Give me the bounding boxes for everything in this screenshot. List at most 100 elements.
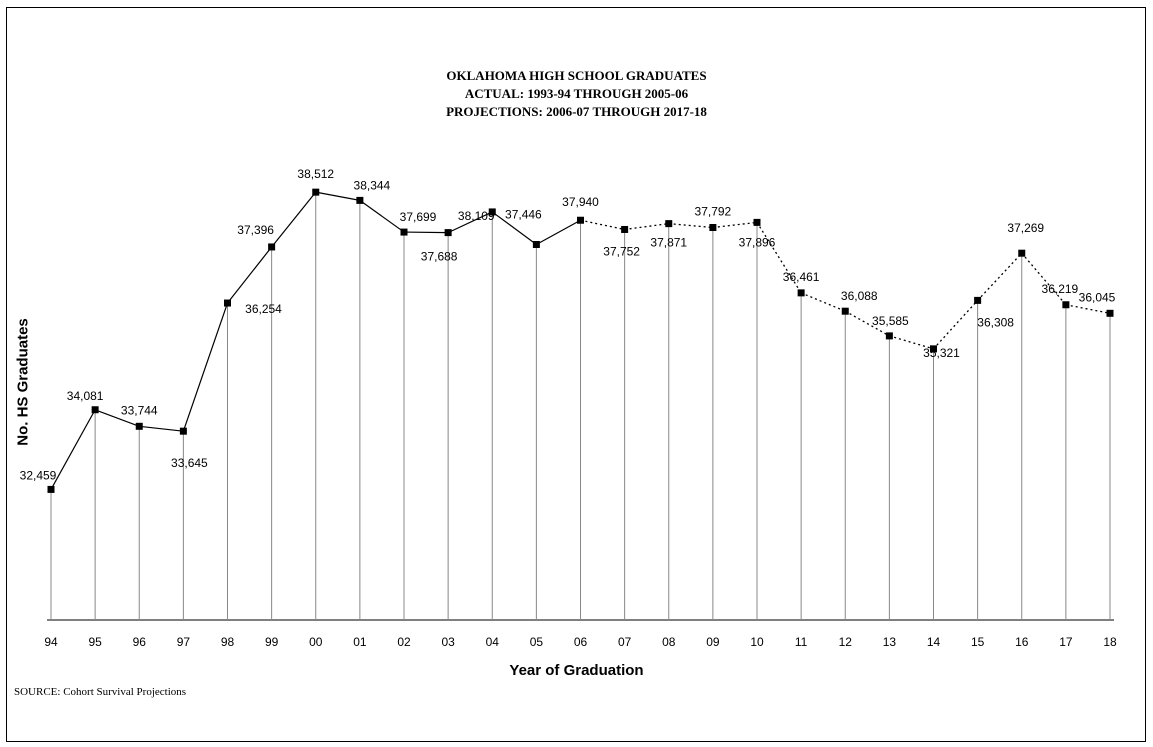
data-point-marker	[621, 225, 629, 233]
x-tick-label: 03	[441, 635, 455, 649]
actual-line-segment	[271, 191, 317, 248]
data-label: 35,585	[872, 314, 909, 328]
data-label: 38,344	[354, 178, 391, 192]
x-tick-label: 10	[750, 635, 764, 649]
data-point-marker	[577, 216, 584, 224]
projection-line-segment	[933, 299, 979, 350]
chart-title-line-1: OKLAHOMA HIGH SCHOOL GRADUATES	[446, 68, 707, 83]
actual-line-segment	[359, 199, 405, 233]
data-label: 33,645	[171, 456, 208, 470]
projection-line-segment	[977, 252, 1023, 301]
projection-line-segment	[668, 222, 713, 229]
data-point-marker	[179, 427, 187, 435]
data-label: 37,446	[505, 207, 542, 221]
data-label: 38,109	[458, 209, 495, 223]
data-label: 36,088	[841, 289, 878, 303]
data-label: 37,396	[237, 223, 274, 237]
actual-line-segment	[315, 191, 360, 201]
data-point-marker	[1018, 249, 1026, 257]
data-point-marker	[885, 332, 893, 340]
x-tick-label: 17	[1059, 635, 1073, 649]
y-axis-label-text: No. HS Graduates	[14, 318, 32, 446]
chart-title-line-3: PROJECTIONS: 2006-07 THROUGH 2017-18	[446, 104, 707, 119]
x-tick-label: 07	[618, 635, 632, 649]
data-point-marker	[356, 196, 364, 204]
x-tick-label: 96	[133, 635, 147, 649]
projection-line-segment	[800, 292, 846, 312]
x-tick-label: 15	[971, 635, 985, 649]
data-point-marker	[224, 299, 231, 307]
data-label: 37,269	[1007, 221, 1044, 235]
data-point-marker	[312, 188, 320, 196]
x-tick-label: 95	[88, 635, 102, 649]
actual-line-segment	[491, 211, 537, 245]
data-point-marker	[665, 220, 673, 228]
data-point-marker	[797, 289, 805, 297]
x-tick-label: 08	[662, 635, 676, 649]
data-point-marker	[488, 208, 496, 216]
data-point-marker	[532, 240, 540, 248]
data-point-marker	[974, 296, 982, 304]
actual-line-segment	[227, 246, 273, 304]
data-label: 37,940	[562, 195, 599, 209]
x-tick-label: 06	[574, 635, 588, 649]
projection-line-segment	[712, 221, 758, 229]
chart-title-line-2: ACTUAL: 1993-94 THROUGH 2005-06	[464, 86, 689, 101]
projection-line-segment	[624, 222, 669, 231]
actual-line-segment	[94, 409, 140, 427]
source-note: SOURCE: Cohort Survival Projections	[14, 686, 187, 698]
x-tick-label: 99	[265, 635, 279, 649]
projection-line-segment	[580, 219, 625, 231]
data-point-marker	[753, 218, 761, 226]
x-tick-label: 02	[397, 635, 411, 649]
data-point-marker	[135, 422, 143, 430]
x-tick-label: 97	[177, 635, 191, 649]
actual-line-segment	[50, 409, 96, 490]
x-tick-label: 98	[221, 635, 235, 649]
x-tick-label: 01	[353, 635, 367, 649]
actual-line-segment	[447, 211, 493, 234]
data-label: 37,792	[695, 205, 732, 219]
data-point-marker	[444, 229, 452, 237]
data-point-marker	[91, 406, 99, 414]
x-tick-label: 05	[530, 635, 544, 649]
data-point-marker	[400, 228, 408, 236]
x-tick-label: 11	[795, 635, 808, 649]
data-point-marker	[930, 345, 937, 353]
data-label: 38,512	[297, 167, 334, 181]
data-label: 37,688	[421, 250, 458, 264]
actual-line-segment	[139, 425, 184, 432]
x-axis-label: Year of Graduation	[509, 662, 644, 679]
data-point-marker	[1106, 309, 1114, 317]
data-label: 37,699	[400, 210, 437, 224]
projection-line-segment	[844, 310, 890, 337]
projection-line-segment	[756, 222, 802, 294]
data-label: 37,896	[739, 235, 776, 249]
data-point-marker	[1062, 301, 1070, 309]
data-label: 33,744	[121, 403, 158, 417]
data-point-marker	[709, 224, 717, 232]
x-tick-label: 04	[486, 635, 500, 649]
actual-line-segment	[182, 302, 229, 432]
x-tick-label: 14	[927, 635, 941, 649]
data-label: 36,254	[245, 302, 282, 316]
x-tick-label: 13	[883, 635, 897, 649]
data-point-marker	[268, 243, 276, 251]
data-label: 36,308	[977, 315, 1014, 329]
data-label: 37,752	[603, 244, 640, 258]
x-tick-label: 18	[1103, 635, 1117, 649]
data-label: 32,459	[20, 468, 57, 482]
data-label: 36,461	[783, 270, 820, 284]
x-tick-label: 09	[706, 635, 720, 649]
projection-line-segment	[1021, 252, 1067, 306]
x-tick-label: 16	[1015, 635, 1029, 649]
data-label: 36,045	[1079, 290, 1116, 304]
data-label: 36,219	[1042, 282, 1079, 296]
x-tick-label: 12	[839, 635, 853, 649]
data-label: 37,871	[650, 236, 687, 250]
data-point-marker	[841, 307, 849, 315]
data-label: 34,081	[67, 389, 104, 403]
x-tick-label: 00	[309, 635, 323, 649]
data-label: 35,321	[923, 346, 960, 360]
